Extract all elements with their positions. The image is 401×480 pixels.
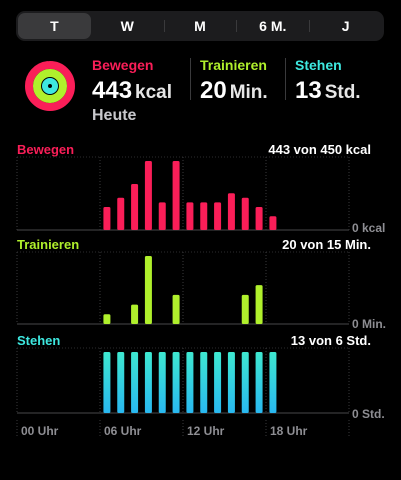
bewegen-bar bbox=[103, 207, 111, 230]
exercise-value: 20 bbox=[200, 77, 227, 104]
stehen-bar bbox=[186, 352, 194, 413]
time-label-12: 12 Uhr bbox=[187, 424, 225, 438]
tab-week[interactable]: W bbox=[120, 18, 134, 34]
activity-rings-icon bbox=[25, 61, 75, 111]
exercise-chart-title: Trainieren bbox=[17, 237, 80, 252]
bewegen-bar bbox=[269, 216, 277, 230]
trainieren-bar bbox=[241, 294, 249, 324]
exercise-label: Trainieren bbox=[200, 57, 267, 73]
stehen-bar bbox=[227, 352, 235, 413]
move-zero-label: 0 kcal bbox=[352, 221, 385, 235]
trainieren-bar bbox=[131, 304, 139, 324]
move-chart-header: Bewegen 443 von 450 kcal bbox=[17, 142, 371, 157]
stand-unit: Std. bbox=[324, 82, 361, 103]
bewegen-bar bbox=[241, 197, 249, 230]
move-chart-total: 443 von 450 kcal bbox=[268, 142, 371, 157]
stand-chart-header: Stehen 13 von 6 Std. bbox=[17, 333, 371, 348]
tab-year[interactable]: J bbox=[309, 13, 382, 39]
stehen-bar bbox=[172, 352, 180, 413]
trainieren-bar bbox=[144, 256, 152, 324]
stand-zero-label: 0 Std. bbox=[352, 407, 385, 421]
bewegen-bar bbox=[255, 207, 263, 230]
tab-six-months[interactable]: 6 M. bbox=[236, 13, 309, 39]
move-label: Bewegen bbox=[92, 57, 154, 73]
stand-chart-total: 13 von 6 Std. bbox=[290, 333, 371, 348]
exercise-chart-header: Trainieren 20 von 15 Min. bbox=[17, 237, 371, 252]
exercise-summary: Trainieren 20 Min. bbox=[200, 57, 268, 105]
move-chart-title: Bewegen bbox=[17, 142, 75, 157]
bewegen-bar bbox=[186, 202, 194, 230]
stehen-bar bbox=[144, 352, 152, 413]
bewegen-bar bbox=[214, 202, 222, 230]
stehen-bar bbox=[269, 352, 277, 413]
stehen-bar bbox=[131, 352, 139, 413]
trainieren-bar bbox=[103, 314, 111, 324]
bewegen-bar bbox=[158, 202, 166, 230]
time-label-18: 18 Uhr bbox=[270, 424, 308, 438]
stehen-bar bbox=[214, 352, 222, 413]
exercise-unit: Min. bbox=[229, 82, 268, 103]
bewegen-bar bbox=[227, 193, 235, 230]
bewegen-bar bbox=[144, 161, 152, 230]
time-label-00: 00 Uhr bbox=[21, 424, 59, 438]
date-label: Heute bbox=[92, 107, 137, 124]
move-unit: kcal bbox=[135, 82, 173, 103]
stehen-bar bbox=[241, 352, 249, 413]
exercise-chart-total: 20 von 15 Min. bbox=[282, 237, 371, 252]
stehen-bar bbox=[158, 352, 166, 413]
summary-divider bbox=[285, 58, 286, 100]
exercise-zero-label: 0 Min. bbox=[352, 317, 386, 331]
stehen-bar bbox=[200, 352, 208, 413]
tab-month[interactable]: M bbox=[163, 13, 237, 39]
summary-divider bbox=[190, 58, 191, 100]
time-range-segmented-control: T W M 6 M. J bbox=[16, 11, 384, 41]
stand-value: 13 bbox=[295, 77, 322, 104]
bewegen-bar bbox=[200, 202, 208, 230]
trainieren-bar bbox=[172, 294, 180, 324]
tab-day[interactable]: T bbox=[18, 13, 91, 39]
move-value: 443 bbox=[92, 77, 133, 104]
move-summary: Bewegen 443 kcal Heute bbox=[92, 57, 172, 125]
bewegen-bar bbox=[117, 197, 125, 230]
stehen-bar bbox=[103, 352, 111, 413]
stand-summary: Stehen 13 Std. bbox=[295, 57, 361, 105]
trainieren-bar bbox=[255, 285, 263, 324]
stehen-bar bbox=[117, 352, 125, 413]
time-label-06: 06 Uhr bbox=[104, 424, 142, 438]
stand-label: Stehen bbox=[295, 57, 342, 73]
bewegen-bar bbox=[172, 161, 180, 230]
stand-chart-title: Stehen bbox=[17, 333, 61, 348]
stehen-bar bbox=[255, 352, 263, 413]
bewegen-bar bbox=[131, 184, 139, 230]
